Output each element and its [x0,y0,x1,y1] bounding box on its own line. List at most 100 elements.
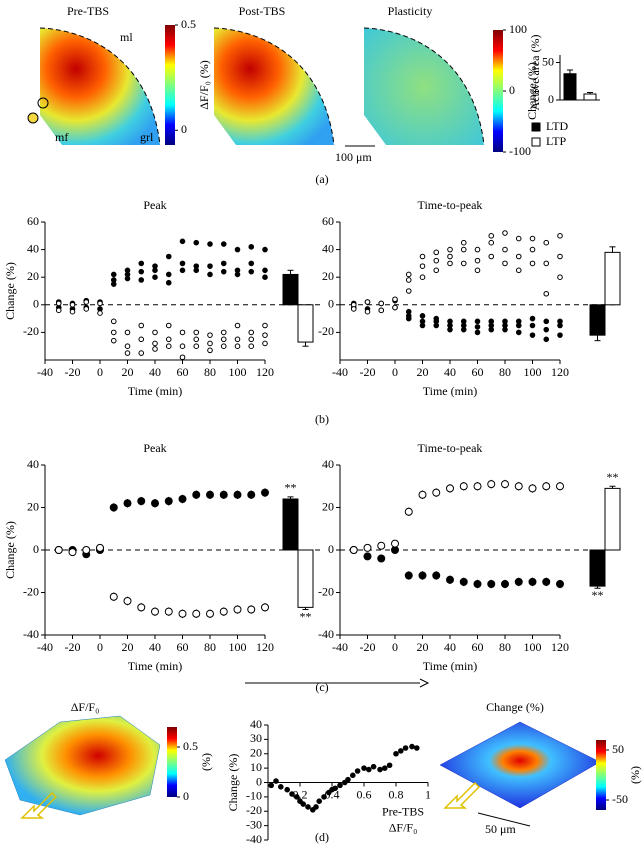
point [248,329,255,336]
significance: ** [592,588,604,602]
y-axis-label: Change (%) [226,754,240,812]
x-tick-label: 40 [149,365,161,379]
x-tick-label: 120 [551,365,569,379]
x-tick-label: 120 [256,640,274,654]
point [502,246,508,253]
point [378,307,385,314]
point [207,340,213,347]
y-tick-label: 20 [322,269,334,283]
point [234,246,241,253]
y-tick-label: 0 [33,297,39,311]
y-tick-label: -40 [246,832,262,846]
significance: ** [285,481,297,495]
point [234,322,241,329]
x-tick-label: -40 [37,365,53,379]
point [488,239,495,246]
point [83,299,90,305]
point [193,336,200,343]
point [83,306,90,312]
point [124,267,131,274]
point [248,244,255,250]
point [432,571,441,580]
point [152,329,158,336]
point [123,499,132,508]
point [392,296,398,303]
point [220,343,227,350]
x-tick-label: -40 [37,640,53,654]
point [220,260,227,267]
arrow [20,791,58,819]
point [414,745,420,751]
point [152,263,158,269]
point [419,274,426,281]
point [363,552,372,561]
point [487,480,496,489]
point [192,490,201,499]
point [97,300,103,307]
point [405,271,412,278]
point [220,336,227,343]
point [377,766,383,773]
point [234,267,241,274]
point [206,609,214,618]
x-tick-label: -20 [360,640,376,654]
point [179,260,186,267]
point [556,482,564,491]
x-tick-label: -20 [65,365,81,379]
legend-swatch [531,137,541,147]
x-tick-label: 80 [204,640,216,654]
point [305,804,311,810]
colorbar-tick-label: -100 [509,144,531,158]
point [377,541,386,550]
point [273,778,279,784]
colorbar-label: Change (%) [525,62,539,120]
point [278,784,284,790]
point [138,268,145,275]
stim-site [27,112,39,124]
point [542,482,551,491]
chart-title: Peak [143,441,166,455]
point [248,260,255,267]
legend-label: LTP [546,134,567,148]
point [165,279,172,286]
point [321,794,327,800]
image-title: Plasticity [388,4,433,18]
point [557,322,563,329]
x-axis-label: Time (min) [128,384,183,398]
point [350,306,357,312]
point [151,499,159,508]
point [138,260,145,267]
point [152,340,158,347]
x-tick-label: 80 [499,640,511,654]
point [294,794,300,800]
surface-images [4,678,601,827]
point [446,575,454,584]
point [138,350,145,356]
point [55,300,62,307]
y-tick-label: 20 [250,746,262,760]
point [110,329,117,336]
point [193,239,200,246]
point [398,748,404,754]
point [164,497,173,506]
y-tick-label: -20 [318,324,334,338]
point [433,322,440,329]
point [377,554,386,563]
point [179,238,186,245]
point [300,801,307,807]
point [110,318,117,325]
point [193,263,200,269]
colorbar [165,25,175,145]
point [165,322,172,329]
y-axis-label: Change (%) [3,521,17,579]
x-tick-label: 20 [122,365,134,379]
point [96,543,104,552]
panel-label: (c) [315,680,328,694]
point [473,482,482,491]
x-tick-label: 0 [392,365,398,379]
region-label: mf [55,130,68,144]
boundary [39,27,161,146]
point [460,260,467,267]
point [179,267,186,274]
point [206,490,214,499]
